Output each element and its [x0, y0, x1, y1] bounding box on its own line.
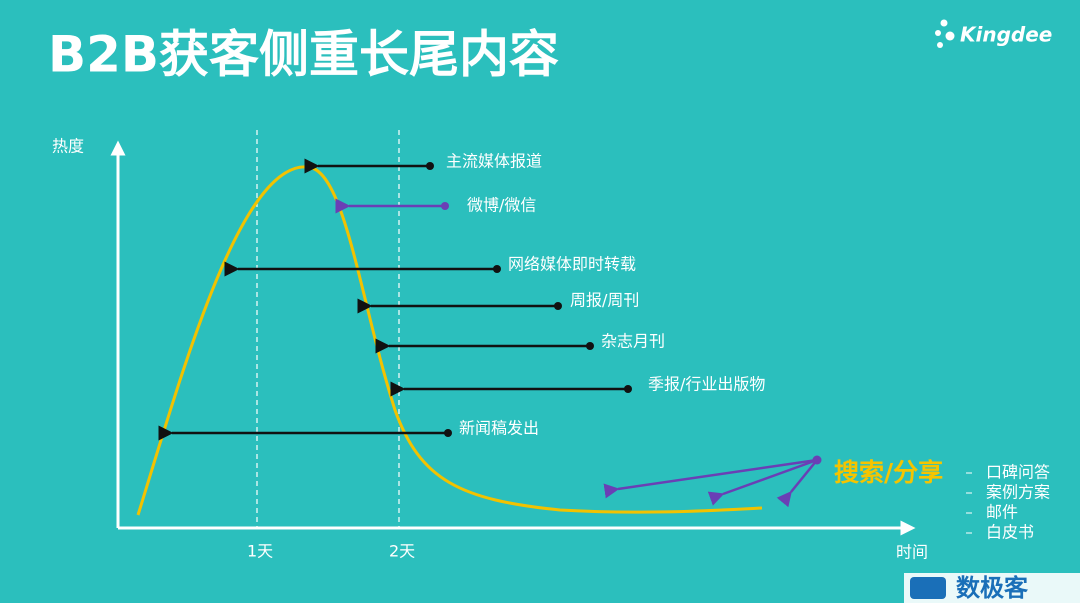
watermark-text: 数极客 [956, 574, 1029, 602]
slide-title: B2B获客侧重长尾内容 [48, 26, 559, 84]
x-axis-label: 时间 [896, 543, 928, 562]
x-mark: 1天 [247, 542, 273, 561]
search-list: 口碑问答 案例方案 邮件 白皮书 [966, 463, 1050, 542]
annotation: 微博/微信 [467, 196, 536, 215]
arrows [158, 158, 822, 508]
search-item: 白皮书 [986, 523, 1034, 542]
annotation: 季报/行业出版物 [648, 375, 765, 394]
annotation: 网络媒体即时转载 [508, 255, 636, 274]
search-label: 搜索/分享 [834, 458, 943, 487]
x-mark: 2天 [389, 542, 415, 561]
search-item: 口碑问答 [986, 463, 1050, 482]
logo-text: Kingdee [960, 23, 1052, 47]
annotation: 周报/周刊 [570, 291, 639, 310]
annotation: 主流媒体报道 [446, 152, 542, 171]
logo: Kingdee [935, 19, 1052, 48]
search-item: 邮件 [986, 503, 1018, 522]
annotation: 杂志月刊 [601, 332, 665, 351]
annotation: 新闻稿发出 [459, 419, 539, 438]
watermark: 数极客 [904, 573, 1080, 603]
search-item: 案例方案 [986, 483, 1050, 502]
y-axis-label: 热度 [52, 137, 84, 156]
